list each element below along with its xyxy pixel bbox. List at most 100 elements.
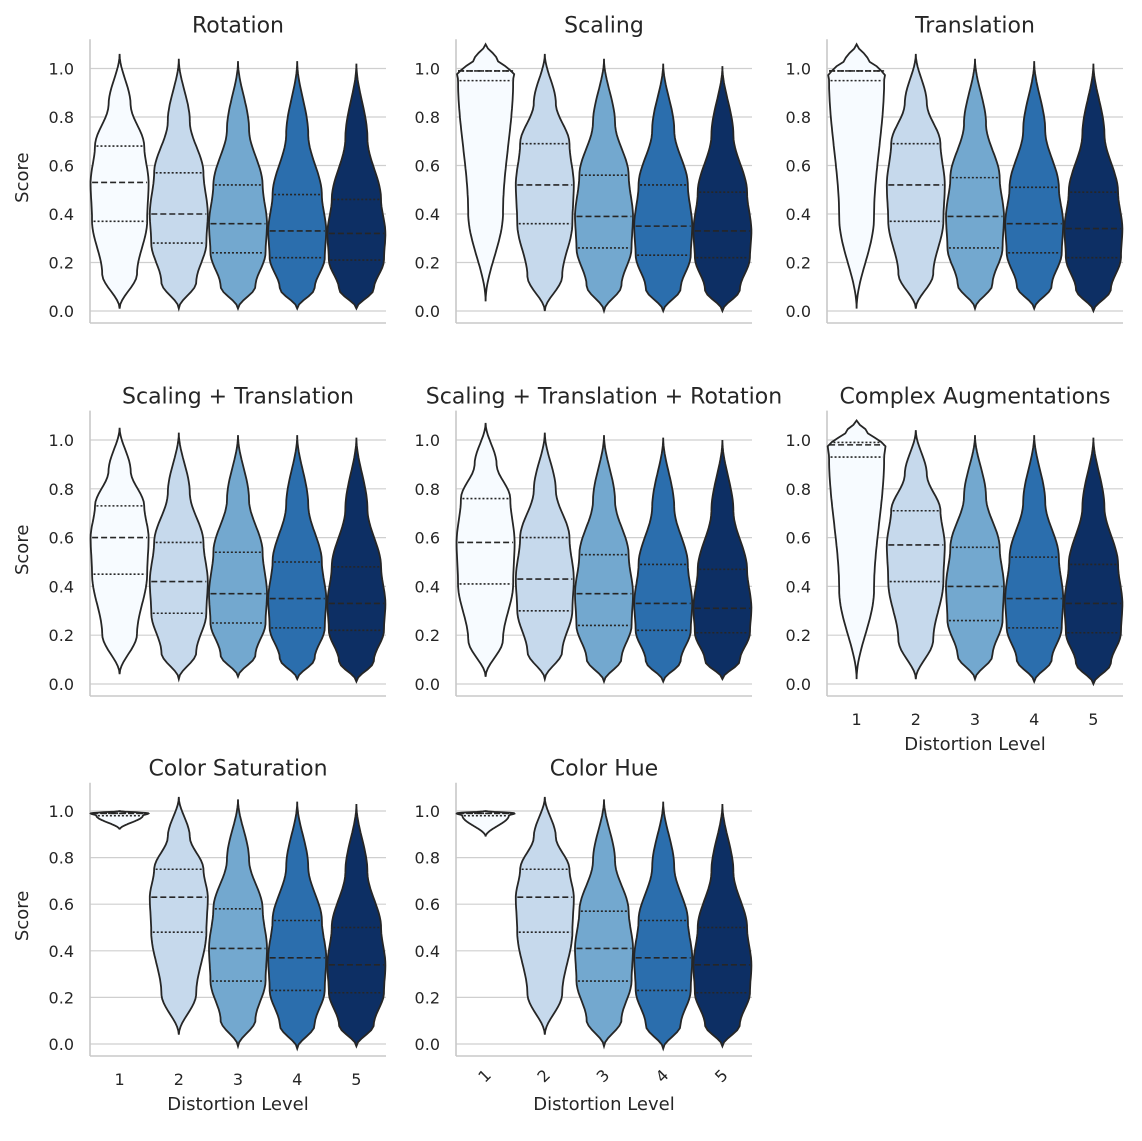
y-tick-label: 0.6 xyxy=(786,157,811,176)
x-tick-label: 2 xyxy=(533,1066,554,1087)
violin-level-2 xyxy=(885,430,946,680)
y-tick-label: 0.2 xyxy=(786,626,811,645)
panel-title: Scaling + Translation xyxy=(122,385,354,410)
panel-title: Scaling + Translation + Rotation xyxy=(426,385,782,410)
violin-body xyxy=(574,58,634,315)
violin-level-2 xyxy=(514,432,575,683)
y-tick-label: 0.0 xyxy=(786,302,811,321)
violin-body xyxy=(1063,437,1124,687)
violin-body xyxy=(89,427,150,675)
panel-title: Translation xyxy=(914,13,1035,38)
violin-level-5 xyxy=(326,437,387,684)
violin-level-3 xyxy=(208,61,268,312)
panel-8: Color Hue 0.0 0.2 0.4 0.6 0.8 1.0 1 2 3 4 5 Distorti… xyxy=(415,757,753,1115)
y-tick-label: 0.8 xyxy=(786,108,811,127)
y-tick-label: 0.2 xyxy=(49,254,74,273)
y-tick-label: 0.4 xyxy=(786,577,811,596)
violin-body xyxy=(514,432,575,683)
panel-5: Scaling + Translation + Rotation 0.0 0.2 0.… xyxy=(415,385,782,697)
panel-title: Color Saturation xyxy=(148,757,327,782)
violin-body xyxy=(826,418,887,680)
violin-body xyxy=(267,801,328,1052)
y-tick-label: 0.4 xyxy=(49,205,74,224)
x-tick-label: 4 xyxy=(292,1070,302,1089)
panel-title: Rotation xyxy=(192,13,284,38)
y-tick-label: 1.0 xyxy=(415,431,440,450)
violin-level-2 xyxy=(148,432,209,683)
violin-level-1 xyxy=(827,42,886,309)
violin-body xyxy=(326,803,387,1049)
x-tick-label: 4 xyxy=(1029,710,1039,729)
violin-body xyxy=(945,58,1005,312)
y-axis-label: Score xyxy=(12,525,33,575)
x-tick-label: 1 xyxy=(474,1066,495,1087)
x-tick-label: 1 xyxy=(115,1070,125,1089)
violin-level-4 xyxy=(1004,435,1065,684)
violin-body xyxy=(208,799,268,1050)
y-tick-label: 0.2 xyxy=(415,626,440,645)
violin-body xyxy=(885,430,946,680)
violin-body xyxy=(148,58,209,312)
y-tick-label: 0.0 xyxy=(49,675,74,694)
violin-body xyxy=(574,435,634,685)
y-tick-label: 1.0 xyxy=(786,431,811,450)
y-tick-label: 0.0 xyxy=(415,302,440,321)
violin-level-1 xyxy=(455,422,516,677)
violin-body xyxy=(514,53,575,312)
x-tick-label: 5 xyxy=(351,1070,361,1089)
y-tick-label: 0.6 xyxy=(415,895,440,914)
violin-level-1 xyxy=(455,810,516,837)
panel-4: Scaling + Translation 0.0 0.2 0.4 0.6 0.8 1.0 S… xyxy=(12,385,387,697)
y-tick-label: 0.4 xyxy=(415,942,440,961)
violin-level-4 xyxy=(267,435,328,682)
violin-level-5 xyxy=(326,63,387,311)
y-tick-label: 0.6 xyxy=(786,529,811,548)
violin-body xyxy=(208,61,268,312)
violin-level-5 xyxy=(1063,437,1124,687)
y-tick-label: 0.8 xyxy=(49,849,74,868)
violin-level-4 xyxy=(633,437,694,684)
y-tick-label: 0.6 xyxy=(415,529,440,548)
violin-body xyxy=(148,796,209,1035)
violin-level-1 xyxy=(826,418,887,680)
x-tick-label: 5 xyxy=(1088,710,1098,729)
violin-body xyxy=(148,432,209,683)
panel-title: Complex Augmentations xyxy=(839,385,1110,410)
violin-level-4 xyxy=(267,801,328,1052)
violin-body xyxy=(89,53,150,309)
x-axis-label: Distortion Level xyxy=(904,734,1045,755)
violin-level-1 xyxy=(456,42,516,302)
y-tick-label: 1.0 xyxy=(415,60,440,79)
violin-body xyxy=(692,66,753,314)
panel-2: Scaling 0.0 0.2 0.4 0.6 0.8 1.0 xyxy=(415,13,753,324)
panel-3: Translation 0.0 0.2 0.4 0.6 0.8 1.0 xyxy=(786,13,1124,324)
violin-body xyxy=(456,42,516,302)
violin-level-5 xyxy=(692,439,753,682)
y-tick-label: 0.0 xyxy=(49,1035,74,1054)
y-tick-label: 0.4 xyxy=(786,205,811,224)
violin-body xyxy=(885,53,946,309)
panel-title: Color Hue xyxy=(550,757,658,782)
violin-body xyxy=(633,63,694,314)
y-tick-label: 0.4 xyxy=(415,205,440,224)
violin-level-3 xyxy=(208,799,268,1050)
violin-body xyxy=(827,42,886,309)
violin-level-2 xyxy=(148,58,209,312)
violin-level-3 xyxy=(945,58,1005,312)
violin-level-3 xyxy=(574,799,634,1050)
violin-level-4 xyxy=(633,63,694,314)
y-tick-label: 0.8 xyxy=(49,108,74,127)
y-tick-label: 1.0 xyxy=(415,802,440,821)
violin-level-2 xyxy=(514,796,575,1035)
violin-level-3 xyxy=(208,435,268,680)
y-tick-label: 0.8 xyxy=(415,480,440,499)
violin-body xyxy=(267,61,328,311)
y-tick-label: 0.0 xyxy=(415,1035,440,1054)
violin-body xyxy=(1063,63,1124,314)
violin-body xyxy=(455,810,516,837)
violin-body xyxy=(326,63,387,311)
panel-7: Color Saturation 0.0 0.2 0.4 0.6 0.8 1.0 Score 1… xyxy=(12,757,387,1115)
violin-level-5 xyxy=(1063,63,1124,314)
panel-6: Complex Augmentations 0.0 0.2 0.4 0.6 0.8 1.0 1… xyxy=(786,385,1124,755)
y-tick-label: 0.8 xyxy=(49,480,74,499)
